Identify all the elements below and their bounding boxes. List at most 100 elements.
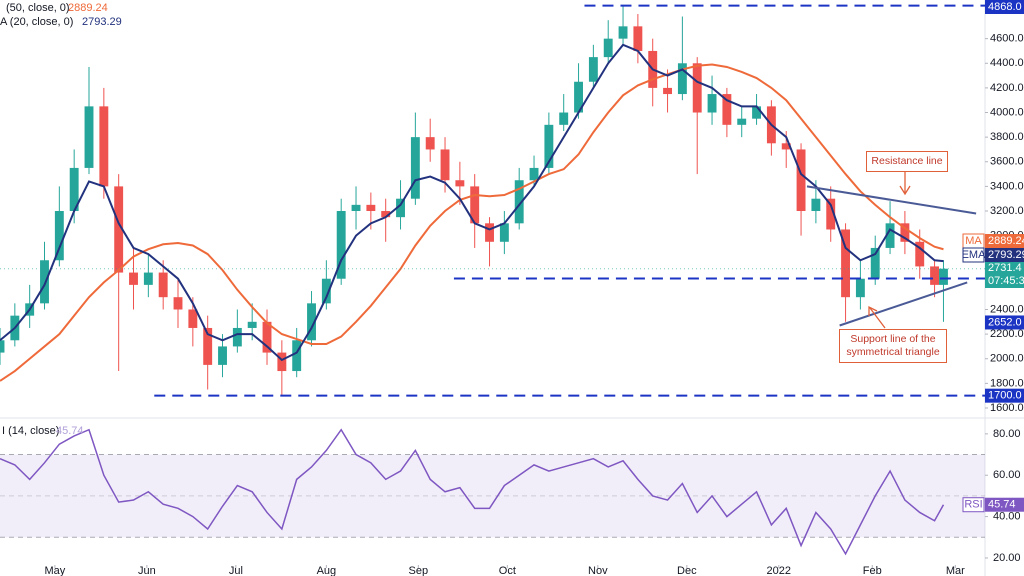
candle-body [841, 229, 851, 298]
rsi-band [0, 454, 985, 538]
candle-body [381, 211, 391, 218]
candle-body [826, 198, 836, 230]
series-tag-name: MA [965, 235, 982, 247]
level-label-box [985, 0, 1024, 14]
candle-body [855, 278, 865, 298]
candle-body [173, 297, 183, 310]
y-tick-label: 3200.0 [990, 205, 1024, 217]
candle-body [366, 204, 376, 212]
ma-line [0, 43, 944, 362]
candle-body [158, 272, 168, 298]
y-tick-label: 4200.0 [990, 82, 1024, 94]
countdown: 07:45:3 [988, 275, 1024, 287]
candle-body [188, 309, 198, 328]
x-tick-label: 2022 [767, 565, 791, 576]
candle-body [307, 303, 316, 341]
rsi-tick-label: 20.00 [993, 552, 1021, 564]
legend-ma-value: 2889.24 [68, 2, 108, 14]
rsi-line [0, 428, 945, 556]
level-label: 1700.0 [988, 390, 1022, 402]
candle-body [84, 106, 94, 168]
candle-body [40, 260, 49, 304]
candle-body [129, 272, 138, 285]
candle-body [99, 106, 109, 187]
rsi-tag-box [985, 497, 1024, 512]
y-tick-label: 1800.0 [990, 377, 1024, 389]
candle-body [410, 137, 420, 199]
candle-body [885, 223, 895, 248]
candle-body [588, 57, 598, 82]
candle-body [870, 247, 880, 279]
x-tick-label: Jul [229, 565, 243, 576]
rsi-tag-name: RSI [964, 499, 982, 511]
rsi-tick-label: 60.00 [993, 469, 1021, 481]
series-tag: 2793.29 [988, 249, 1024, 261]
candle-body [218, 346, 227, 365]
y-tick-label: 4000.0 [990, 106, 1024, 118]
candle-body [529, 167, 539, 181]
level-label-box [985, 388, 1024, 403]
last-price-box [985, 262, 1024, 288]
candle-body [603, 38, 613, 58]
x-tick-label: Feb [863, 565, 882, 576]
legend-ma-name: (50, close, 0) [6, 2, 70, 14]
x-tick-label: Jun [138, 565, 156, 576]
candle-body [618, 26, 628, 39]
candle-body [707, 94, 717, 113]
candle-body [351, 204, 361, 212]
candle-body [692, 63, 702, 113]
candle-body [752, 106, 762, 119]
x-tick-label: Nov [588, 565, 608, 576]
candle-body [0, 340, 5, 353]
series-tag-box [985, 248, 1024, 262]
candle-body [425, 137, 435, 150]
y-tick-label: 3800.0 [990, 131, 1024, 143]
level-label: 4868.0 [988, 1, 1022, 13]
legend-rsi-value: 45.74 [56, 425, 84, 437]
candle-body [54, 211, 64, 261]
trend-line [806, 185, 977, 215]
candle-body [737, 118, 747, 125]
candle-body [677, 63, 687, 95]
rsi-tick-label: 80.00 [993, 428, 1021, 440]
y-tick-label: 2400.0 [990, 303, 1024, 315]
series-tag: 2889.24 [988, 235, 1024, 247]
candle-body [663, 87, 672, 95]
x-tick-label: Mar [946, 565, 965, 576]
candle-body [915, 241, 925, 267]
candle-body [900, 223, 910, 242]
x-tick-label: Aug [317, 565, 337, 576]
level-label-box [985, 315, 1024, 330]
rsi-tag: 45.74 [988, 499, 1016, 511]
candle-body [499, 223, 509, 242]
candle-body [559, 112, 569, 125]
series-tag-box [985, 234, 1024, 248]
y-tick-label: 1600.0 [990, 402, 1024, 414]
annotation-arrow [899, 172, 911, 196]
candle-body [143, 272, 153, 285]
y-tick-label: 2200.0 [990, 328, 1024, 340]
candle-body [277, 352, 287, 372]
candle-body [336, 211, 346, 279]
candle-body [440, 149, 450, 181]
candle-body [396, 198, 405, 218]
last-price: 2731.4 [988, 262, 1022, 274]
y-tick-label: 3400.0 [990, 180, 1024, 192]
candle-body [262, 321, 272, 353]
y-tick-label: 4600.0 [990, 33, 1024, 45]
candle-body [247, 321, 257, 328]
candle-body [574, 81, 583, 113]
y-tick-label: 3600.0 [990, 156, 1024, 168]
candle-body [939, 268, 948, 285]
y-tick-label: 2000.0 [990, 353, 1024, 365]
annotation-arrow [868, 305, 886, 329]
x-tick-label: Oct [499, 565, 516, 576]
candle-body [781, 143, 791, 150]
rsi-tick-label: 40.00 [993, 511, 1021, 523]
legend-ema-name: A (20, close, 0) [0, 16, 73, 28]
legend-ema-value: 2793.29 [82, 16, 122, 28]
candle-body [514, 180, 524, 224]
rsi-tag-name-box [962, 497, 985, 513]
